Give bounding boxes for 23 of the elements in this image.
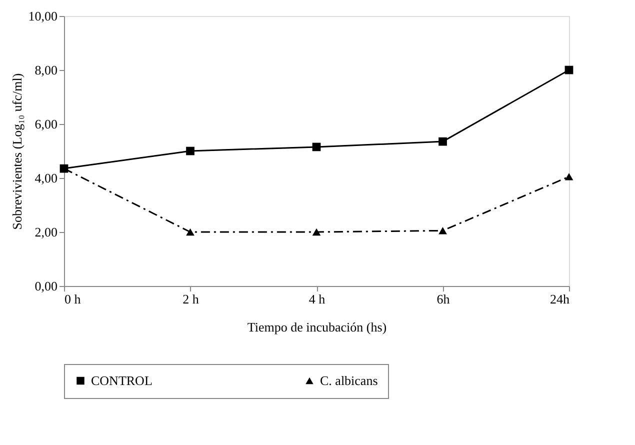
legend-label: C. albicans — [320, 372, 378, 388]
point — [186, 228, 194, 236]
point — [438, 137, 447, 146]
y-tick-label: 4,00 — [34, 170, 58, 186]
x-tick-label: 4 h — [308, 292, 326, 306]
y-tick-label: 6,00 — [34, 116, 58, 132]
point — [312, 228, 321, 236]
y-tick-label: 0,00 — [34, 278, 58, 294]
point — [564, 66, 574, 74]
x-tick-label: 2 h — [182, 292, 200, 306]
y-axis-title: Sobrevivientes (Log₁₀ ufc/ml) — [9, 73, 24, 230]
point — [312, 142, 321, 152]
x-tick-label: 24h — [550, 292, 570, 306]
y-tick-label: 2,00 — [34, 224, 58, 240]
y-tick-label: 8,00 — [34, 62, 58, 78]
point — [564, 173, 574, 180]
legend-label: CONTROL — [91, 372, 152, 388]
y-tick-label: 10,00 — [28, 8, 58, 24]
x-tick-label: 6h — [436, 292, 450, 306]
point — [438, 227, 447, 234]
x-tick-label: 0 h — [64, 292, 82, 306]
point — [186, 146, 194, 156]
x-axis-title: Tiempo de incubación (hs) — [247, 320, 387, 334]
